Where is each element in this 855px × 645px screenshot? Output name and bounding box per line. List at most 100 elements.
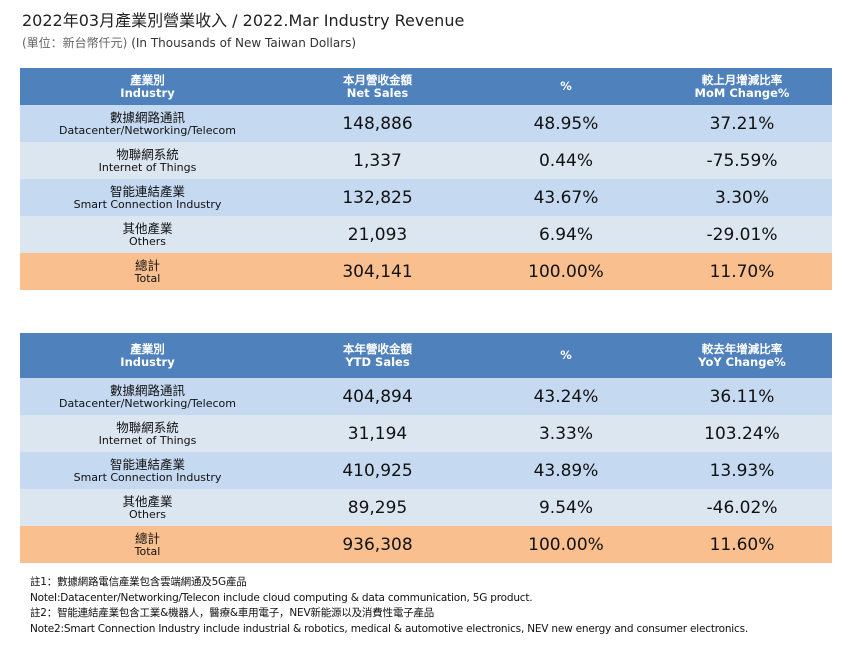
table-row: 智能連結產業 Smart Connection Industry 410,925 …: [20, 452, 832, 489]
header-en: Net Sales: [346, 85, 409, 100]
percent-cell: 48.95%: [480, 105, 652, 142]
industry-cell: 智能連結產業 Smart Connection Industry: [20, 452, 275, 489]
header-en: Industry: [120, 354, 175, 369]
column-header: 本月營收金額 Net Sales: [275, 68, 480, 105]
industry-zh: 總計: [134, 530, 160, 546]
column-header: 較去年增減比率 YoY Change%: [652, 333, 832, 378]
sales-cell: 936,308: [275, 526, 480, 563]
unit-en: (In Thousands of New Taiwan Dollars): [131, 36, 357, 50]
change-cell: -29.01%: [652, 216, 832, 253]
industry-en: Others: [129, 234, 166, 248]
header-en: Industry: [120, 85, 175, 100]
change-cell: 11.70%: [652, 253, 832, 290]
note-2-zh: 註2：智能連結產業包含工業&機器人，醫療&車用電子，NEV新能源以及消費性電子產…: [30, 607, 435, 619]
footnotes: 註1：數據網路電信產業包含雲端網通及5G產品 NoteI:Datacenter/…: [30, 575, 748, 637]
percent-cell: 6.94%: [480, 216, 652, 253]
change-cell: -46.02%: [652, 489, 832, 526]
table-row: 數據網路通訊 Datacenter/Networking/Telecom 148,…: [20, 105, 832, 142]
sales-cell: 132,825: [275, 179, 480, 216]
column-header: %: [480, 68, 652, 105]
header-zh: 產業別: [130, 341, 165, 356]
percent-cell: 100.00%: [480, 526, 652, 563]
industry-en: Smart Connection Industry: [73, 470, 222, 484]
industry-zh: 智能連結產業: [109, 183, 185, 199]
sales-cell: 148,886: [275, 105, 480, 142]
column-header: 產業別 Industry: [20, 333, 275, 378]
industry-zh: 其他產業: [122, 220, 173, 236]
industry-cell: 數據網路通訊 Datacenter/Networking/Telecom: [20, 105, 275, 142]
column-header: 本年營收金額 YTD Sales: [275, 333, 480, 378]
header-en: YTD Sales: [345, 354, 410, 369]
industry-en: Datacenter/Networking/Telecom: [59, 396, 236, 410]
page-title: 2022年03月產業別營業收入 / 2022.Mar Industry Reve…: [22, 11, 465, 30]
ytd-revenue-table: 產業別 Industry 本年營收金額 YTD Sales% 較去年增減比率 YoY Ch…: [20, 333, 832, 563]
header-zh: %: [560, 79, 572, 93]
percent-cell: 3.33%: [480, 415, 652, 452]
sales-cell: 21,093: [275, 216, 480, 253]
change-cell: 13.93%: [652, 452, 832, 489]
industry-cell: 數據網路通訊 Datacenter/Networking/Telecom: [20, 378, 275, 415]
total-row: 總計 Total 304,141 100.00% 11.70%: [20, 253, 832, 290]
table-row: 數據網路通訊 Datacenter/Networking/Telecom 404,…: [20, 378, 832, 415]
industry-zh: 物聯網系統: [116, 146, 179, 162]
sales-cell: 31,194: [275, 415, 480, 452]
change-cell: 11.60%: [652, 526, 832, 563]
table-row: 物聯網系統 Internet of Things 31,194 3.33% 103…: [20, 415, 832, 452]
change-cell: 3.30%: [652, 179, 832, 216]
industry-en: Smart Connection Industry: [73, 197, 222, 211]
column-header: %: [480, 333, 652, 378]
industry-cell: 總計 Total: [20, 253, 275, 290]
change-cell: 37.21%: [652, 105, 832, 142]
industry-cell: 物聯網系統 Internet of Things: [20, 142, 275, 179]
change-cell: 103.24%: [652, 415, 832, 452]
header-zh: 產業別: [130, 72, 165, 87]
industry-cell: 物聯網系統 Internet of Things: [20, 415, 275, 452]
change-cell: -75.59%: [652, 142, 832, 179]
header-zh: 較去年增減比率: [701, 341, 783, 356]
sales-cell: 410,925: [275, 452, 480, 489]
industry-en: Datacenter/Networking/Telecom: [59, 123, 236, 137]
industry-zh: 其他產業: [122, 493, 173, 509]
unit-zh: (單位：新台幣仟元): [22, 36, 128, 50]
percent-cell: 43.89%: [480, 452, 652, 489]
header-en: YoY Change%: [698, 354, 786, 369]
percent-cell: 0.44%: [480, 142, 652, 179]
industry-cell: 其他產業 Others: [20, 489, 275, 526]
change-cell: 36.11%: [652, 378, 832, 415]
percent-cell: 100.00%: [480, 253, 652, 290]
percent-cell: 43.24%: [480, 378, 652, 415]
monthly-revenue-table: 產業別 Industry 本月營收金額 Net Sales% 較上月增減比率 MoM Ch…: [20, 68, 832, 290]
sales-cell: 1,337: [275, 142, 480, 179]
industry-zh: 物聯網系統: [116, 419, 179, 435]
note-1-zh: 註1：數據網路電信產業包含雲端網通及5G產品: [30, 576, 247, 588]
header-zh: 本月營收金額: [343, 72, 412, 87]
industry-zh: 智能連結產業: [109, 456, 185, 472]
sales-cell: 404,894: [275, 378, 480, 415]
column-header: 較上月增減比率 MoM Change%: [652, 68, 832, 105]
industry-cell: 總計 Total: [20, 526, 275, 563]
sales-cell: 89,295: [275, 489, 480, 526]
percent-cell: 9.54%: [480, 489, 652, 526]
industry-en: Internet of Things: [98, 160, 197, 174]
industry-zh: 總計: [134, 257, 160, 273]
industry-en: Total: [134, 271, 161, 285]
industry-en: Others: [129, 507, 166, 521]
table-header-row: 產業別 Industry 本年營收金額 YTD Sales% 較去年增減比率 YoY Ch…: [20, 333, 832, 378]
header-en: MoM Change%: [694, 85, 790, 100]
percent-cell: 43.67%: [480, 179, 652, 216]
column-header: 產業別 Industry: [20, 68, 275, 105]
header-zh: %: [560, 348, 572, 362]
industry-cell: 智能連結產業 Smart Connection Industry: [20, 179, 275, 216]
header-zh: 本年營收金額: [343, 341, 412, 356]
table-row: 其他產業 Others 89,295 9.54% -46.02%: [20, 489, 832, 526]
note-1-en: NoteI:Datacenter/Networking/Telecon incl…: [30, 591, 533, 604]
table-row: 物聯網系統 Internet of Things 1,337 0.44% -75.…: [20, 142, 832, 179]
industry-zh: 數據網路通訊: [109, 109, 185, 125]
industry-cell: 其他產業 Others: [20, 216, 275, 253]
industry-en: Internet of Things: [98, 433, 197, 447]
header-zh: 較上月增減比率: [701, 72, 783, 87]
sales-cell: 304,141: [275, 253, 480, 290]
industry-en: Total: [134, 544, 161, 558]
total-row: 總計 Total 936,308 100.00% 11.60%: [20, 526, 832, 563]
unit-caption: (單位：新台幣仟元) (In Thousands of New Taiwan D…: [22, 34, 356, 51]
